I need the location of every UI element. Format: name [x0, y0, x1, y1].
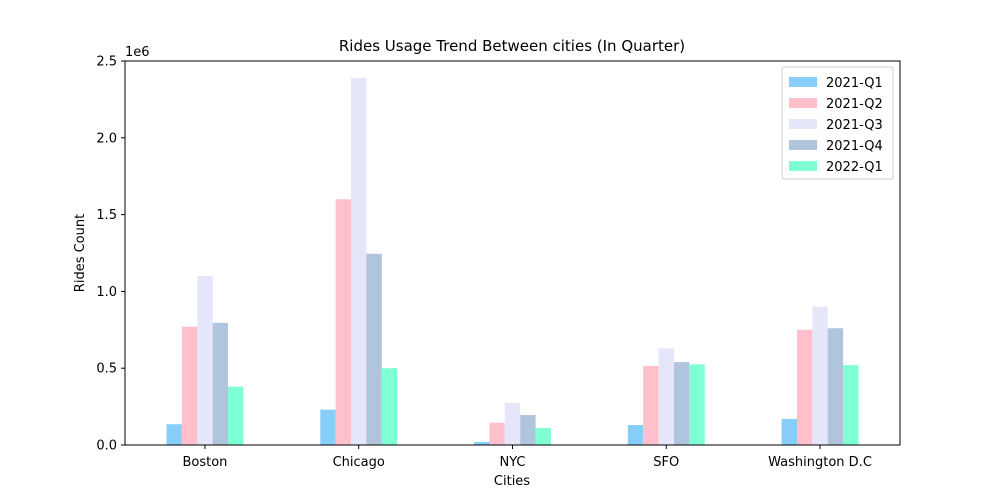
- legend-label: 2021-Q2: [826, 97, 883, 112]
- bars-group: [166, 77, 859, 446]
- y-axis: 0.0 0.5 1.0 1.5 2.0 2.5: [96, 55, 125, 454]
- legend-label: 2021-Q3: [826, 118, 883, 133]
- legend-swatch: [789, 161, 817, 171]
- bar-2021-q3-nyc: [504, 402, 521, 445]
- legend-swatch: [789, 77, 817, 87]
- bar-2021-q2-chicago: [335, 199, 352, 445]
- bar-2021-q2-boston: [181, 326, 198, 445]
- bar-2021-q1-chicago: [320, 409, 336, 445]
- x-tick-label: Boston: [182, 455, 227, 470]
- bar-2022-q1-sfo: [689, 364, 705, 445]
- y-tick-label: 1.0: [96, 285, 117, 300]
- y-tick-label: 1.5: [96, 208, 117, 223]
- x-tick-label: SFO: [653, 455, 679, 470]
- y-tick-label: 0.0: [96, 439, 117, 454]
- bar-2021-q3-chicago: [351, 77, 367, 446]
- bar-2021-q4-washington-d-c: [827, 328, 844, 445]
- bar-2022-q1-nyc: [535, 428, 551, 445]
- bar-2021-q4-nyc: [520, 415, 536, 445]
- bar-2021-q4-chicago: [366, 253, 382, 445]
- chart-title: Rides Usage Trend Between cities (In Qua…: [339, 37, 685, 55]
- bar-2022-q1-washington-d-c: [843, 365, 859, 445]
- bar-2021-q1-boston: [166, 424, 182, 445]
- y-axis-label: Rides Count: [73, 214, 88, 292]
- x-tick-label: Chicago: [333, 455, 385, 470]
- x-axis-label: Cities: [494, 474, 530, 489]
- x-axis: Boston Chicago NYC SFO Washington D.C: [182, 445, 872, 470]
- legend-swatch: [789, 98, 817, 108]
- bar-2021-q1-nyc: [474, 441, 490, 445]
- bar-2022-q1-boston: [228, 386, 244, 445]
- bar-2021-q2-nyc: [489, 422, 505, 445]
- y-tick-label: 0.5: [96, 362, 117, 377]
- bar-2021-q3-boston: [197, 276, 213, 445]
- bar-2021-q3-washington-d-c: [812, 306, 828, 445]
- legend: 2021-Q1 2021-Q2 2021-Q3 2021-Q4 2022-Q1: [781, 66, 894, 180]
- legend-swatch: [789, 119, 817, 129]
- legend-box: [781, 66, 894, 180]
- y-tick-label: 2.5: [96, 55, 117, 70]
- x-tick-label: Washington D.C: [768, 455, 872, 470]
- legend-label: 2022-Q1: [826, 160, 883, 175]
- y-offset-label: 1e6: [125, 45, 150, 60]
- legend-label: 2021-Q4: [826, 139, 883, 154]
- x-tick-label: NYC: [499, 455, 525, 470]
- bar-2022-q1-chicago: [381, 368, 398, 445]
- bar-2021-q2-washington-d-c: [796, 329, 813, 445]
- bar-2021-q2-sfo: [643, 365, 659, 445]
- y-tick-label: 2.0: [96, 131, 117, 146]
- bar-2021-q1-washington-d-c: [781, 418, 797, 445]
- bar-2021-q4-boston: [212, 322, 229, 445]
- bar-2021-q3-sfo: [658, 348, 674, 445]
- bar-2021-q4-sfo: [673, 362, 690, 445]
- legend-swatch: [789, 140, 817, 150]
- legend-label: 2021-Q1: [826, 76, 883, 91]
- bar-2021-q1-sfo: [627, 425, 644, 445]
